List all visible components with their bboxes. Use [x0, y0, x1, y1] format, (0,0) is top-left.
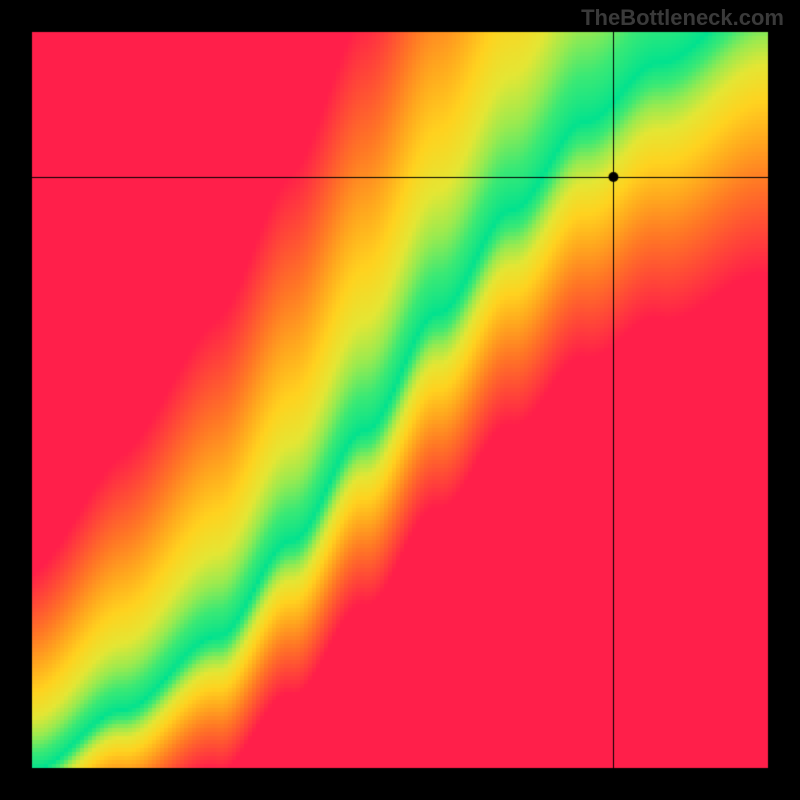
attribution-label: TheBottleneck.com: [581, 5, 784, 31]
chart-container: TheBottleneck.com: [0, 0, 800, 800]
bottleneck-heatmap: [0, 0, 800, 800]
